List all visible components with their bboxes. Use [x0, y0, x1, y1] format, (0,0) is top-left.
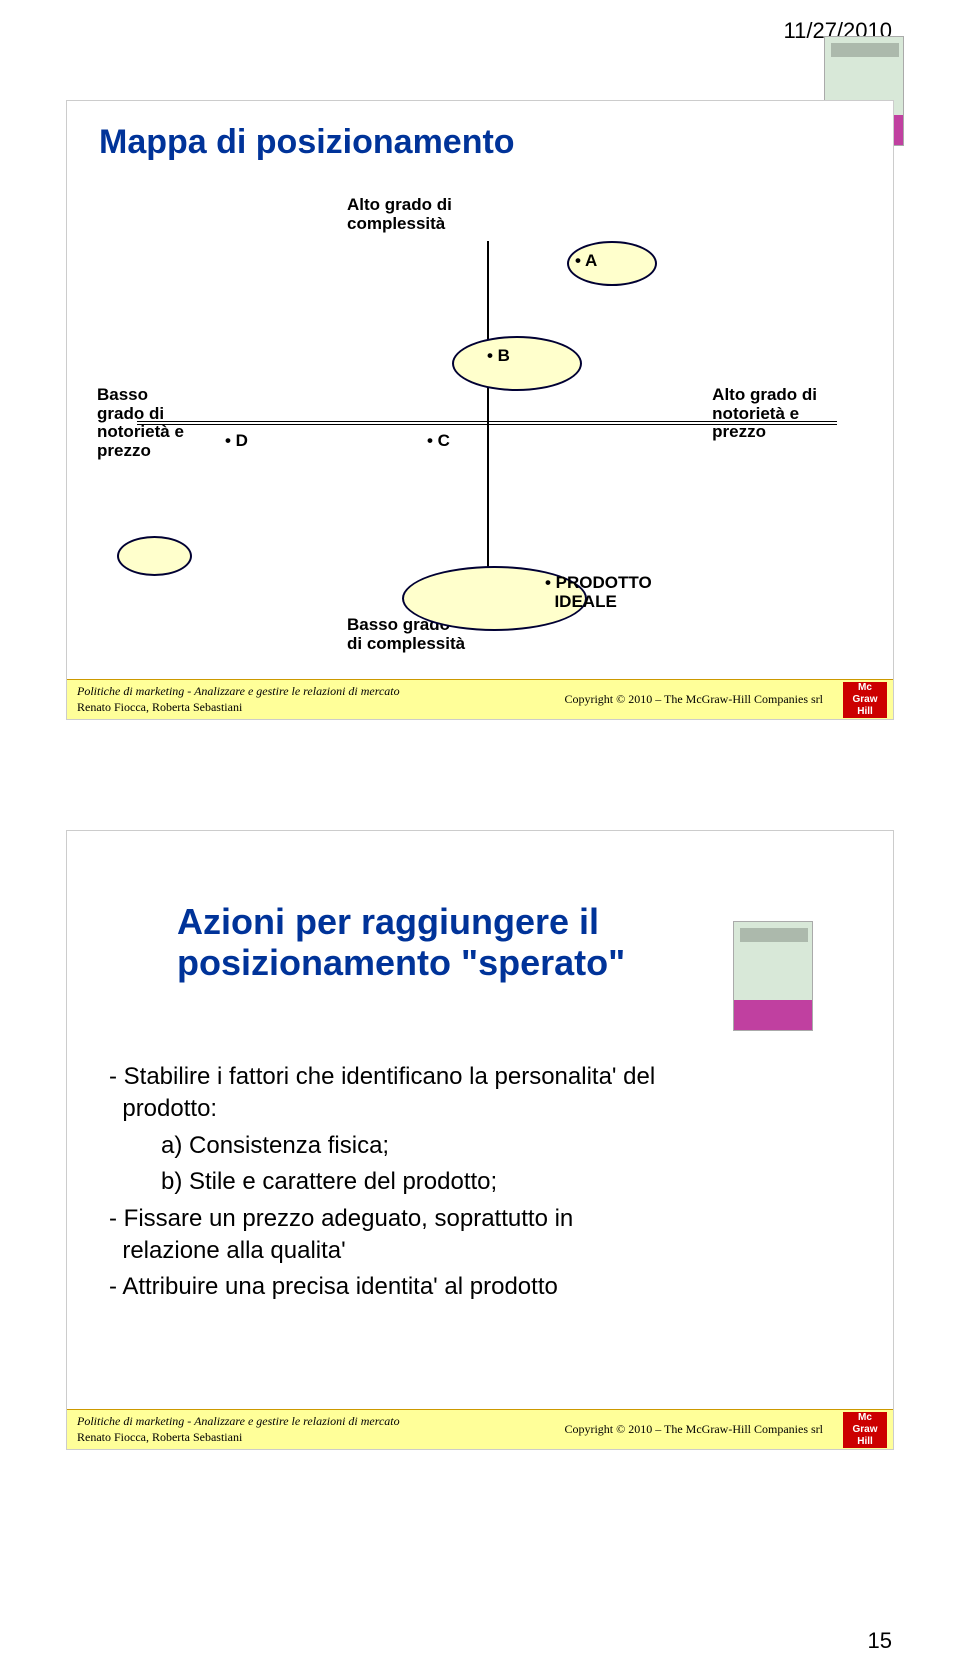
mcgraw-hill-logo: McGrawHill [843, 1412, 887, 1448]
axis-top-l1: Alto grado di [347, 195, 452, 214]
axis-top-l2: complessità [347, 214, 445, 233]
slide2-footer: Politiche di marketing - Analizzare e ge… [67, 1409, 893, 1449]
axis-left-label: Basso grado di notorietà e prezzo [97, 386, 184, 461]
footer-line2: Renato Fiocca, Roberta Sebastiani [77, 700, 242, 715]
bullet-2: - Fissare un prezzo adeguato, soprattutt… [109, 1203, 849, 1268]
bullet-3: - Attribuire una precisa identita' al pr… [109, 1271, 849, 1303]
label-b: • B [487, 346, 510, 366]
axis-left-l4: prezzo [97, 441, 151, 460]
ellipse-b [452, 336, 582, 391]
label-d: • D [225, 431, 248, 451]
page-number: 15 [868, 1628, 892, 1654]
slide1-title: Mappa di posizionamento [99, 123, 515, 162]
ellipse-small-left [117, 536, 192, 576]
footer-line1: Politiche di marketing - Analizzare e ge… [77, 684, 400, 699]
bullet-1: - Stabilire i fattori che identificano l… [109, 1061, 849, 1126]
footer-copyright: Copyright © 2010 – The McGraw-Hill Compa… [564, 1422, 823, 1437]
bullet2-l1: - Fissare un prezzo adeguato, soprattutt… [109, 1205, 573, 1232]
footer-copyright: Copyright © 2010 – The McGraw-Hill Compa… [564, 692, 823, 707]
mcgraw-hill-logo: McGrawHill [843, 682, 887, 718]
slide-2: Azioni per raggiungere il posizionamento… [66, 830, 894, 1450]
axis-right-label: Alto grado di notorietà e prezzo [712, 386, 817, 442]
slide2-body: - Stabilire i fattori che identificano l… [109, 1061, 849, 1308]
label-ideal-l1: • PRODOTTO [545, 573, 652, 592]
label-ideal-l2: IDEALE [554, 592, 616, 611]
book-cover-thumb-s2 [733, 921, 813, 1031]
vertical-axis [487, 241, 489, 611]
axis-top-label: Alto grado di complessità [347, 196, 452, 233]
positioning-map-diagram: Alto grado di complessità Basso grado di… [127, 186, 827, 616]
slide1-footer: Politiche di marketing - Analizzare e ge… [67, 679, 893, 719]
axis-right-l1: Alto grado di [712, 385, 817, 404]
axis-bot-l2: di complessità [347, 634, 465, 653]
sub-b: b) Stile e carattere del prodotto; [109, 1166, 849, 1198]
sub-a: a) Consistenza fisica; [109, 1130, 849, 1162]
slide2-title-l1: Azioni per raggiungere il [177, 901, 599, 942]
footer-line2: Renato Fiocca, Roberta Sebastiani [77, 1430, 242, 1445]
axis-left-l2: grado di [97, 404, 164, 423]
bullet2-l2: relazione alla qualita' [122, 1237, 345, 1264]
label-a: • A [575, 251, 597, 271]
footer-line1: Politiche di marketing - Analizzare e ge… [77, 1414, 400, 1429]
axis-left-l3: notorietà e [97, 422, 184, 441]
slide2-title: Azioni per raggiungere il posizionamento… [177, 901, 625, 984]
label-ideal: • PRODOTTO IDEALE [545, 574, 652, 611]
axis-right-l3: prezzo [712, 422, 766, 441]
label-c: • C [427, 431, 450, 451]
slide2-title-l2: posizionamento "sperato" [177, 942, 625, 983]
slide-1: Mappa di posizionamento Alto grado di co… [66, 100, 894, 720]
bullet1-l1: - Stabilire i fattori che identificano l… [109, 1063, 655, 1090]
axis-right-l2: notorietà e [712, 404, 799, 423]
bullet1-l2: prodotto: [122, 1095, 217, 1122]
axis-left-l1: Basso [97, 385, 148, 404]
